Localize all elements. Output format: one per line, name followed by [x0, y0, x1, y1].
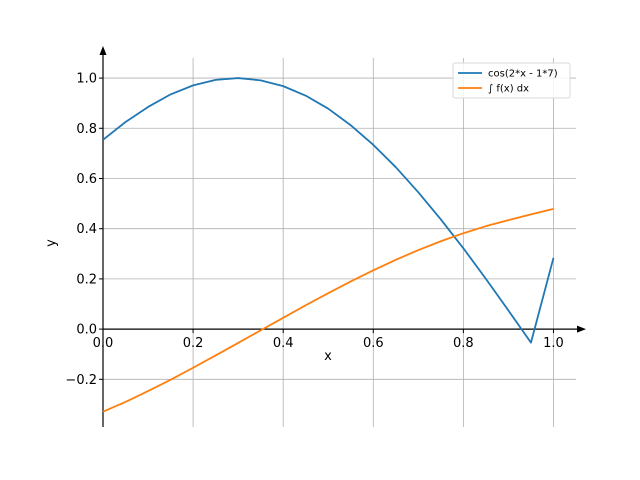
- series-line-0: [102, 77, 555, 344]
- x-axis-arrow: [577, 325, 586, 333]
- x-tick-label-3: 0.6: [363, 336, 384, 351]
- y-tick-label-0: −0.2: [65, 373, 97, 388]
- y-tick-label-5: 0.8: [76, 122, 97, 137]
- series-layer: [102, 77, 555, 413]
- y-tick-label-4: 0.6: [76, 172, 97, 187]
- series-line-1: [102, 207, 554, 413]
- grid-layer: [102, 58, 576, 427]
- legend-label-1: ∫ f(x) dx: [488, 84, 529, 95]
- axes-layer: [99, 46, 586, 427]
- y-axis-label: y: [44, 239, 59, 247]
- x-tick-label-4: 0.8: [453, 336, 474, 351]
- y-axis-arrow: [99, 46, 107, 55]
- ticks-layer: 0.0 0.2 0.4 0.6 0.8 1.0 −0.2 0.0 0.2 0.4 0.6 0.8 1.0: [65, 72, 563, 388]
- x-axis-label: x: [324, 349, 332, 364]
- y-tick-label-6: 1.0: [76, 72, 97, 87]
- x-tick-label-1: 0.2: [183, 336, 204, 351]
- y-tick-label-2: 0.2: [76, 272, 97, 287]
- y-tick-label-1: 0.0: [76, 323, 97, 338]
- x-tick-label-0: 0.0: [93, 336, 114, 351]
- legend-box: [452, 62, 571, 99]
- legend: cos(2*x - 1*7) ∫ f(x) dx: [452, 62, 571, 99]
- legend-label-0: cos(2*x - 1*7): [488, 69, 558, 80]
- y-tick-label-3: 0.4: [76, 222, 97, 237]
- x-tick-label-2: 0.4: [273, 336, 294, 351]
- x-tick-label-5: 1.0: [543, 336, 564, 351]
